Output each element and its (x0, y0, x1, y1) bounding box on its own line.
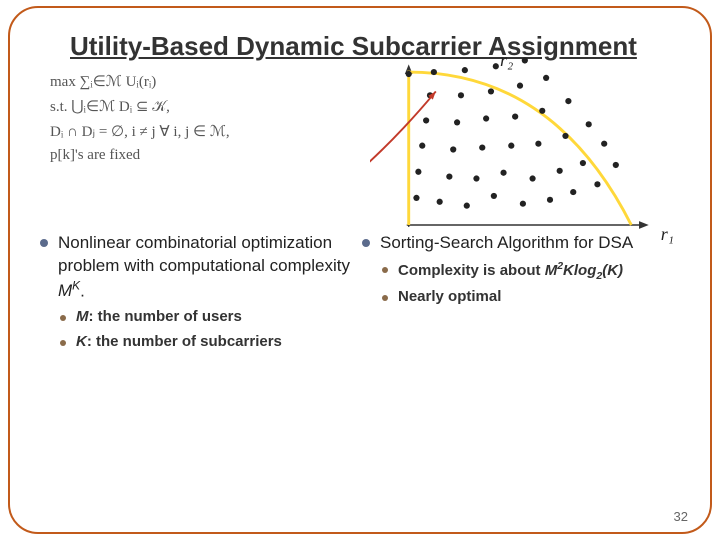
bullet-disc-icon (362, 239, 370, 247)
left-sub-1-text: M: the number of users (76, 307, 242, 327)
content-area: max ∑ᵢ∈ℳ Uᵢ(rᵢ) s.t. ⋃ᵢ∈ℳ Dᵢ ⊆ 𝒦, Dᵢ ∩ D… (40, 72, 680, 474)
formula-line-4: p[k]'s are fixed (50, 147, 360, 164)
formula-line-3: Dᵢ ∩ Dⱼ = ∅, i ≠ j ∀ i, j ∈ ℳ, (50, 122, 360, 141)
page-number: 32 (674, 509, 688, 524)
left-column: Nonlinear combinatorial optimization pro… (40, 232, 358, 356)
left-main-text: Nonlinear combinatorial optimization pro… (58, 232, 358, 303)
left-sub-1: M: the number of users (40, 307, 358, 327)
sub-disc-icon (382, 267, 388, 273)
bullet-columns: Nonlinear combinatorial optimization pro… (40, 232, 680, 356)
right-main-text: Sorting-Search Algorithm for DSA (380, 232, 633, 255)
right-sub-1-text: Complexity is about M2Klog2(K) (398, 259, 623, 283)
bullet-disc-icon (40, 239, 48, 247)
slide-frame: Utility-Based Dynamic Subcarrier Assignm… (8, 6, 712, 534)
right-sub-2-text: Nearly optimal (398, 287, 501, 307)
right-sub-1: Complexity is about M2Klog2(K) (362, 259, 680, 283)
sub-disc-icon (382, 295, 388, 301)
right-main-bullet: Sorting-Search Algorithm for DSA (362, 232, 680, 255)
right-column: Sorting-Search Algorithm for DSA Complex… (362, 232, 680, 356)
y-axis-label: r₂ (500, 50, 513, 71)
formula-line-2: s.t. ⋃ᵢ∈ℳ Dᵢ ⊆ 𝒦, (50, 97, 360, 116)
scatter-graph: r₂ r₁ (370, 52, 670, 247)
left-sub-2: K: the number of subcarriers (40, 332, 358, 352)
sub-disc-icon (60, 315, 66, 321)
graph-svg (370, 52, 670, 247)
formula-line-1: max ∑ᵢ∈ℳ Uᵢ(rᵢ) (50, 72, 360, 91)
formula-block: max ∑ᵢ∈ℳ Uᵢ(rᵢ) s.t. ⋃ᵢ∈ℳ Dᵢ ⊆ 𝒦, Dᵢ ∩ D… (50, 72, 360, 170)
left-main-bullet: Nonlinear combinatorial optimization pro… (40, 232, 358, 303)
right-sub-2: Nearly optimal (362, 287, 680, 307)
sub-disc-icon (60, 340, 66, 346)
left-sub-2-text: K: the number of subcarriers (76, 332, 282, 352)
